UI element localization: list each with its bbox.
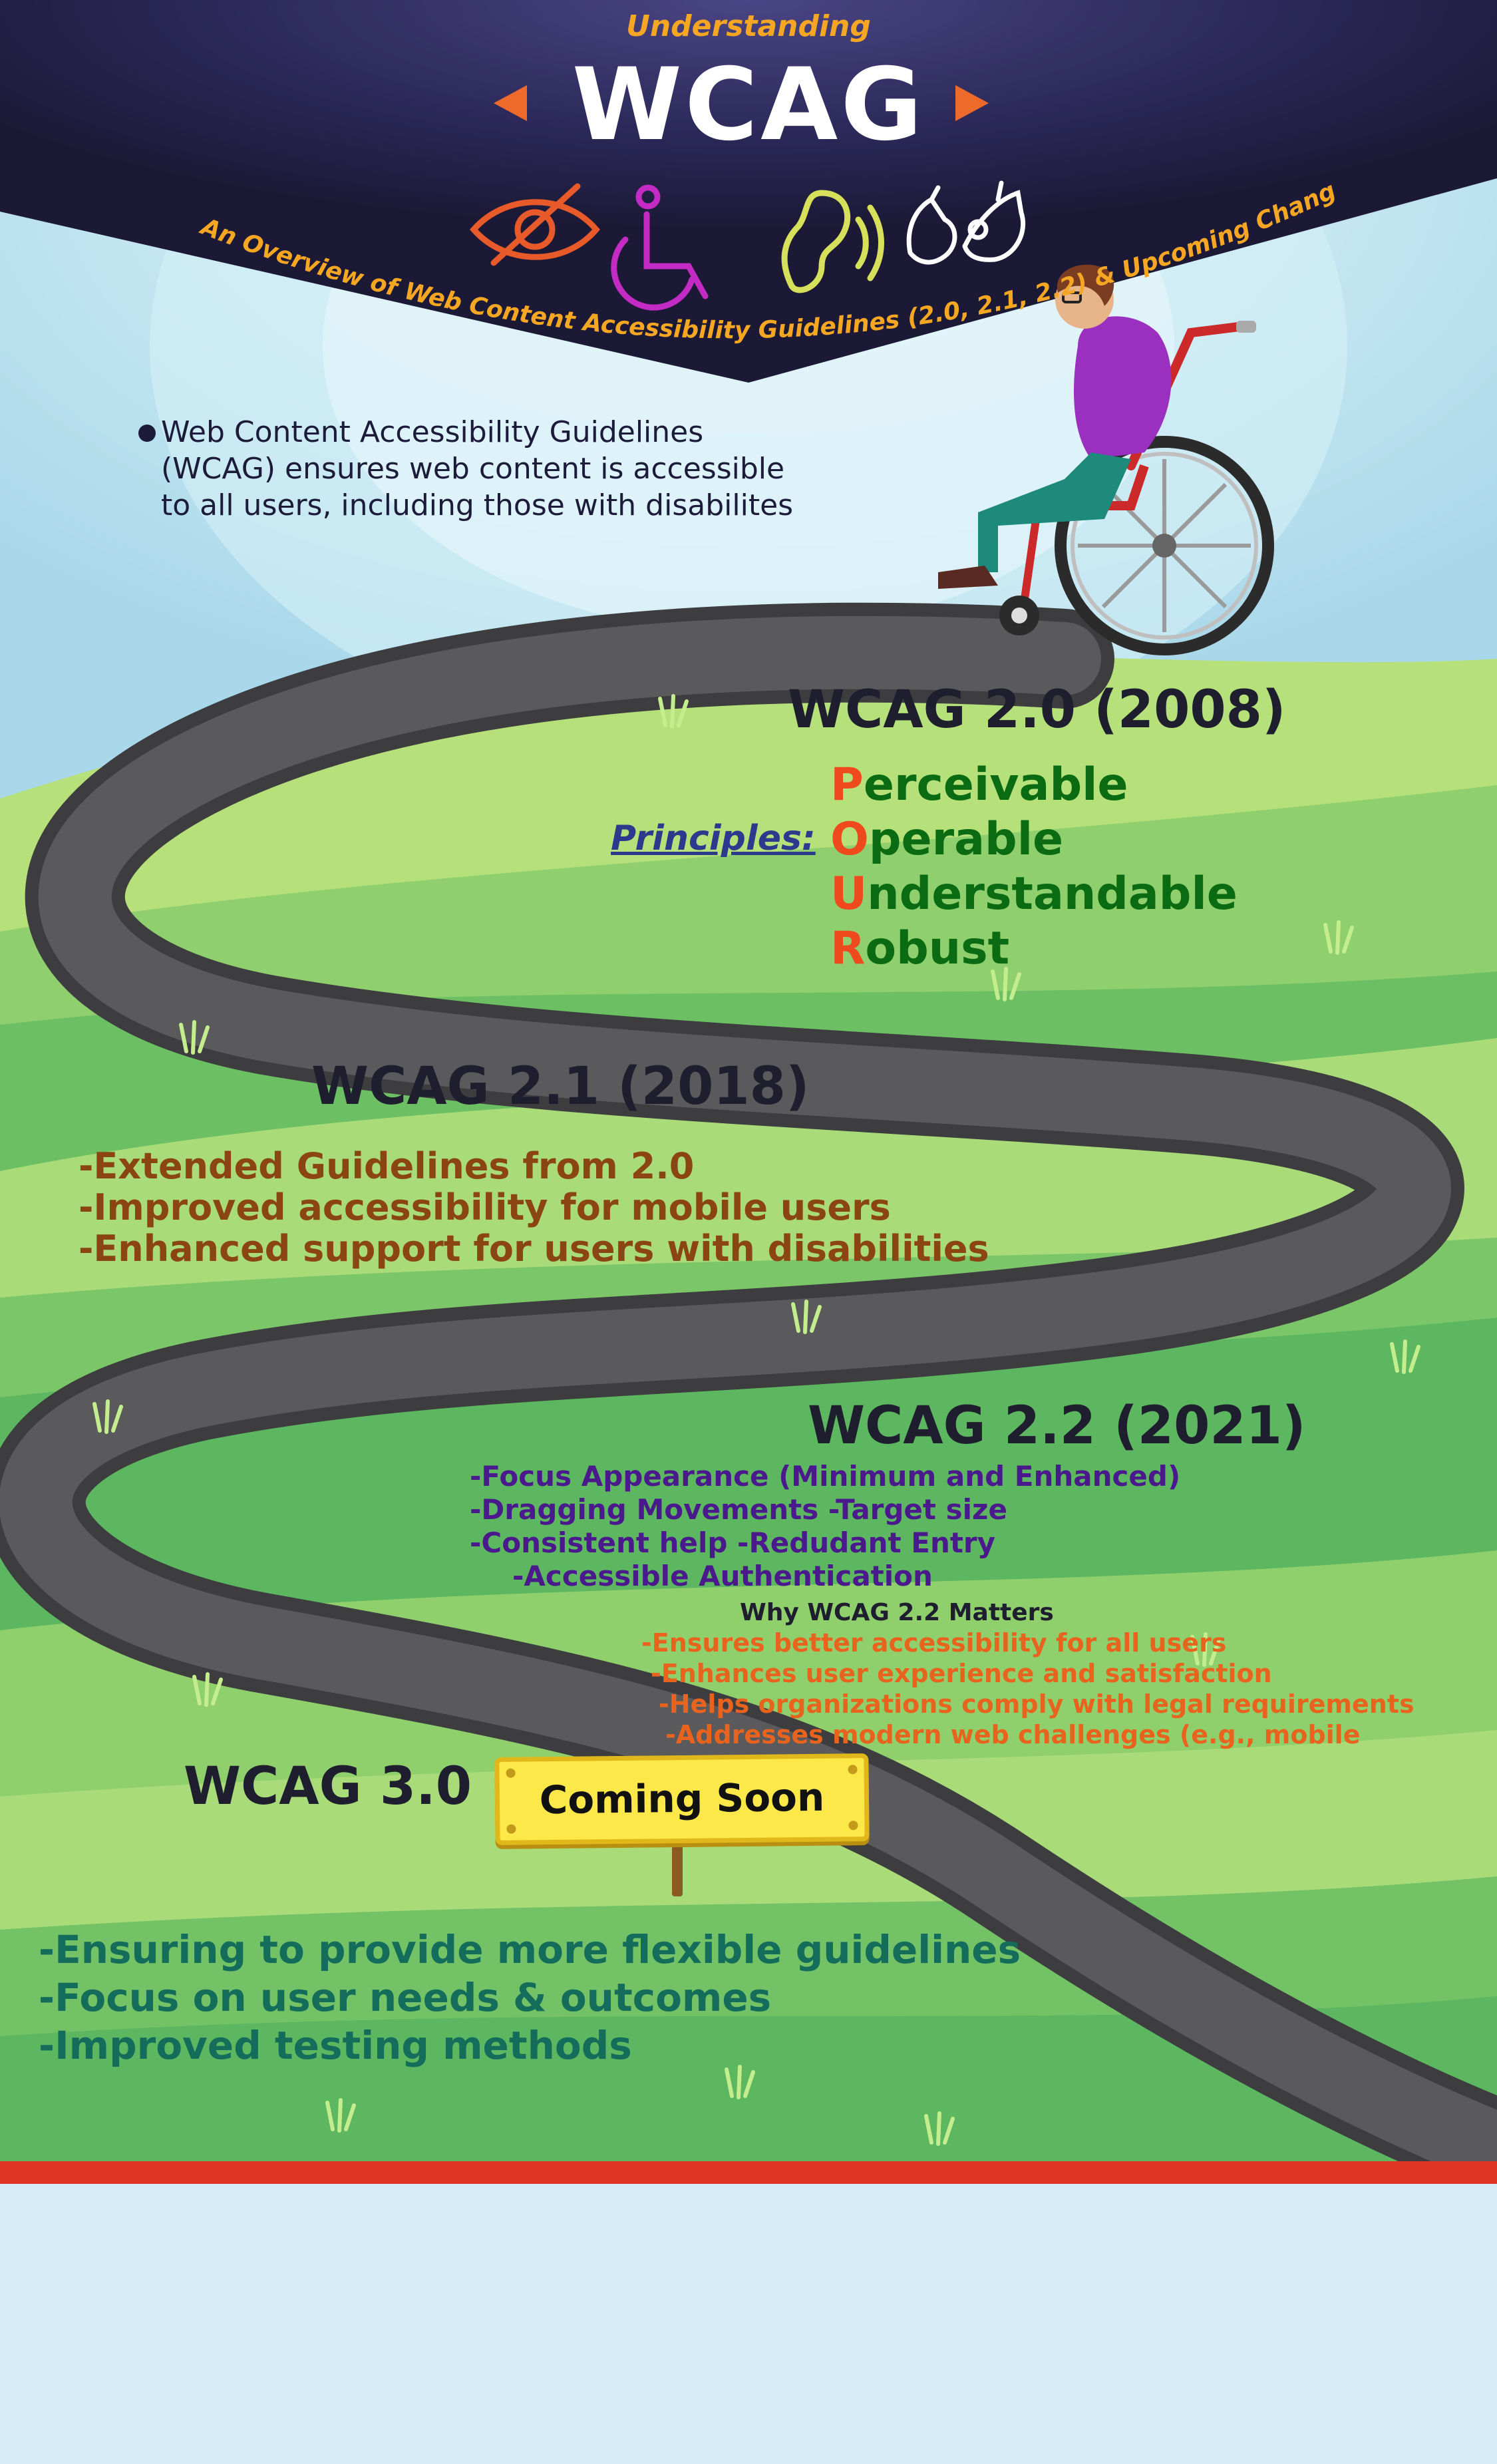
wcag21-item: -Improved accessibility for mobile users: [79, 1186, 891, 1228]
wheelchair-icon: [611, 184, 709, 311]
principle-robust: Robust: [830, 922, 1010, 975]
wcag21-list: -Extended Guidelines from 2.0 -Improved …: [79, 1146, 989, 1270]
wcag22-item: -Focus Appearance (Minimum and Enhanced): [470, 1460, 1181, 1493]
wcag30-item: -Focus on user needs & outcomes: [39, 1975, 772, 2020]
grass-tufts: [92, 694, 1420, 2146]
wcag22-list: -Focus Appearance (Minimum and Enhanced)…: [470, 1460, 1180, 1593]
red-band: [0, 2161, 1497, 2184]
header-banner: [0, 0, 1497, 383]
wcag30-item: -Improved testing methods: [39, 2023, 632, 2068]
intro-line: Web Content Accessibility Guidelines: [161, 415, 704, 449]
wcag21-item: -Extended Guidelines from 2.0: [79, 1145, 695, 1187]
wcag22-item: -Accessible Authentication: [512, 1560, 933, 1592]
wcag21-heading: WCAG 2.1 (2018): [311, 1057, 810, 1117]
principle-perceivable: Perceivable: [830, 759, 1128, 811]
header-pretitle: Understanding: [626, 9, 871, 43]
wcag22-item: -Dragging Movements -Target size: [470, 1493, 1007, 1526]
coming-soon-sign: Coming Soon: [494, 1753, 870, 1845]
sign-language-icon: [906, 180, 1026, 265]
wcag20-principles-label: Principles:: [611, 818, 816, 858]
person-in-wheelchair: [938, 264, 1274, 655]
header-title: WCAG: [572, 47, 925, 163]
intro-line: to all users, including those with disab…: [161, 488, 794, 522]
header-subtitle: An Overview of Web Content Accessibility…: [0, 0, 1340, 344]
wcag30-item: -Ensuring to provide more flexible guide…: [39, 1927, 1021, 1972]
wcag30-heading: WCAG 3.0: [184, 1757, 472, 1817]
svg-text:An Overview of Web Content Acc: An Overview of Web Content Accessibility…: [0, 0, 1340, 344]
wcag22-why-item: -Helps organizations comply with legal r…: [659, 1689, 1414, 1719]
wcag21-item: -Enhanced support for users with disabil…: [79, 1228, 989, 1270]
intro-bullet: [138, 425, 156, 442]
header-subtitle-arc: An Overview of Web Content Accessibility…: [0, 0, 1340, 344]
ear-hearing-icon: [781, 190, 884, 293]
eye-slash-icon: [470, 183, 600, 266]
right-arrow-icon: [955, 85, 989, 121]
intro-text: Web Content Accessibility Guidelines (WC…: [161, 414, 793, 524]
coming-soon-label: Coming Soon: [539, 1774, 825, 1823]
sign-post: [672, 1837, 683, 1896]
wcag22-item: -Consistent help -Redudant Entry: [470, 1526, 996, 1559]
wcag22-why-item: -Enhances user experience and satisfacti…: [651, 1659, 1272, 1688]
principle-operable: Operable: [830, 813, 1064, 866]
wcag30-list: -Ensuring to provide more flexible guide…: [39, 1926, 1021, 2069]
wcag22-heading: WCAG 2.2 (2021): [808, 1396, 1306, 1456]
wcag22-why-item: -Ensures better accessibility for all us…: [641, 1628, 1227, 1658]
wcag22-why-heading: Why WCAG 2.2 Matters: [740, 1599, 1054, 1626]
left-arrow-icon: [494, 85, 527, 121]
wcag20-heading: WCAG 2.0 (2008): [788, 680, 1286, 740]
principle-understandable: Understandable: [830, 868, 1238, 920]
bottom-area: [0, 2184, 1497, 2464]
intro-line: (WCAG) ensures web content is accessible: [161, 452, 785, 486]
